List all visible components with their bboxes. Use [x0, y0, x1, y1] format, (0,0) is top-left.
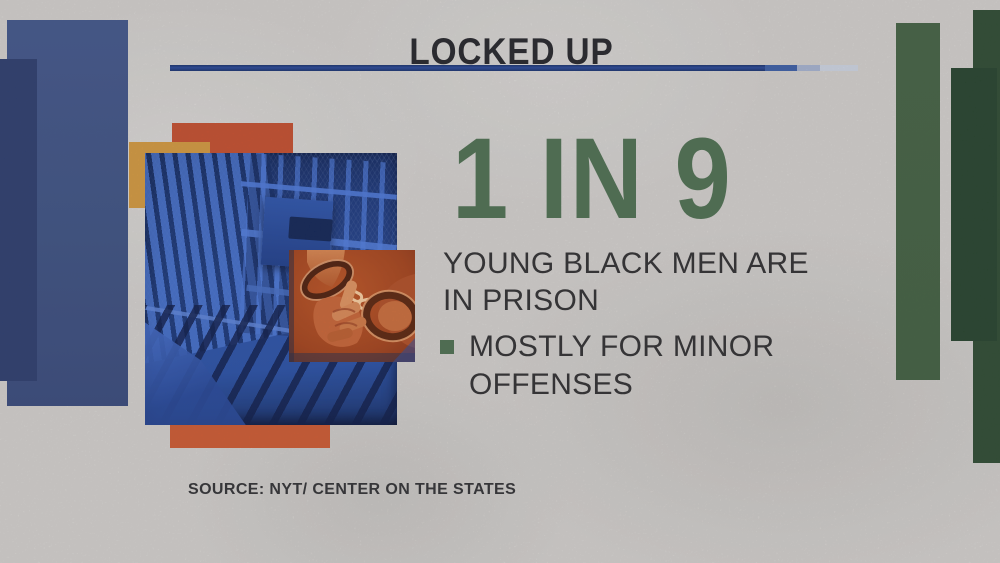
stat-number: 1 IN 9 — [452, 115, 733, 243]
stat-description: YOUNG BLACK MEN ARE IN PRISON — [443, 245, 809, 319]
title-underline — [170, 65, 858, 71]
left-dark-blue-bar — [0, 59, 37, 381]
underline-segment-light — [797, 65, 820, 71]
bullet-line1: MOSTLY FOR MINOR — [469, 330, 775, 363]
bullet-item: MOSTLY FOR MINOR OFFENSES — [440, 328, 774, 404]
right-dark-green-block — [951, 68, 997, 341]
bullet-text: MOSTLY FOR MINOR OFFENSES — [469, 328, 774, 404]
underline-segment-medium — [765, 65, 797, 71]
bullet-line2: OFFENSES — [469, 368, 634, 401]
underline-segment-faint — [820, 65, 858, 71]
right-green-bar — [896, 23, 940, 380]
stat-description-line2: IN PRISON — [443, 284, 600, 317]
source-attribution: SOURCE: NYT/ CENTER ON THE STATES — [188, 481, 517, 498]
prison-door-slot — [287, 216, 333, 242]
handcuffed-hands-photo — [289, 250, 415, 362]
underline-segment-dark — [170, 65, 765, 71]
square-bullet-icon — [440, 340, 454, 354]
stat-description-line1: YOUNG BLACK MEN ARE — [443, 247, 809, 280]
